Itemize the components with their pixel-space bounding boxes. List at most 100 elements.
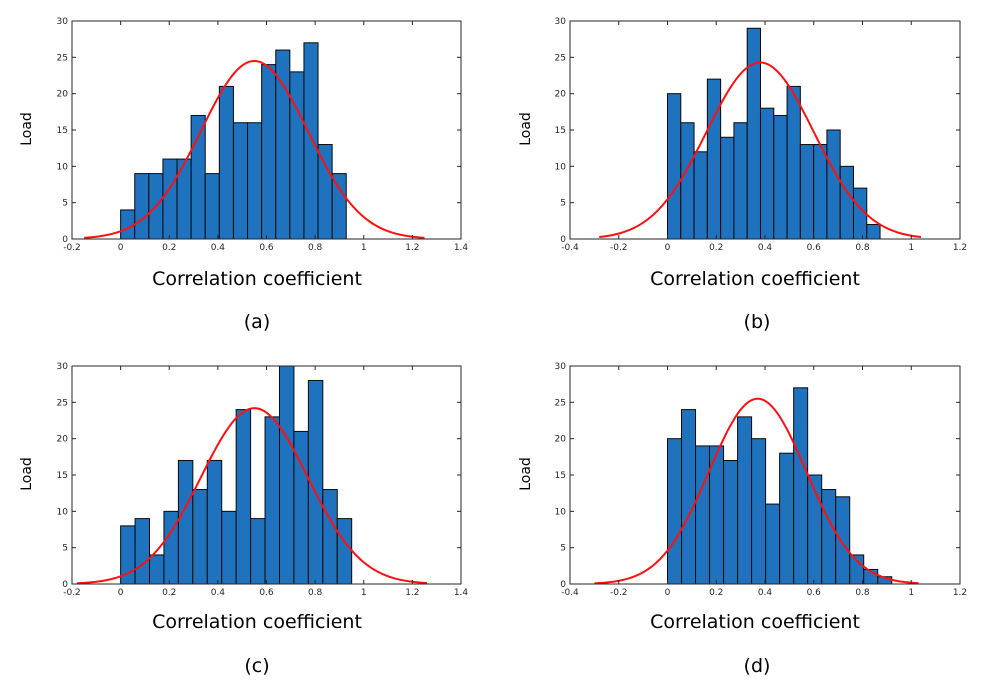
histogram-bar xyxy=(264,416,280,585)
x-axis-label: Correlation coefficient xyxy=(650,268,860,290)
histogram-bar xyxy=(232,122,249,240)
histogram-bar xyxy=(746,27,761,240)
x-tick-label: 0.8 xyxy=(308,243,323,253)
x-tick-label: 1.2 xyxy=(953,588,967,598)
y-axis-label: Load xyxy=(518,457,534,491)
x-tick-label: 0 xyxy=(118,243,124,253)
x-tick-label: -0.2 xyxy=(63,243,81,253)
y-axis-label: Load xyxy=(518,112,534,146)
y-tick-label: 25 xyxy=(57,53,68,63)
normal-fit-curve xyxy=(599,61,922,239)
x-tick-label: 1.2 xyxy=(953,243,967,253)
x-tick-label: 0.4 xyxy=(758,243,773,253)
y-tick-label: 20 xyxy=(57,435,69,445)
x-tick-label: 0.2 xyxy=(709,243,723,253)
histogram-panel-d: Load Correlation coefficient (d) 0510152… xyxy=(518,362,967,677)
y-tick-label: 20 xyxy=(555,435,567,445)
panel-label: (c) xyxy=(244,655,269,677)
histogram-bar xyxy=(134,173,150,240)
x-axis-label: Correlation coefficient xyxy=(152,268,362,290)
y-tick-label: 0 xyxy=(62,580,68,590)
histogram-bar xyxy=(759,107,775,240)
y-axis-label: Load xyxy=(19,112,35,146)
y-tick-label: 0 xyxy=(62,235,68,245)
y-tick-label: 25 xyxy=(555,398,566,408)
histogram-bar xyxy=(278,365,295,585)
x-tick-label: -0.2 xyxy=(610,588,628,598)
histogram-bar xyxy=(835,496,851,585)
histogram-bar xyxy=(667,93,682,240)
normal-fit-curve xyxy=(84,59,425,239)
histogram-bar xyxy=(162,158,178,240)
histogram-bar xyxy=(667,438,683,585)
histogram-bar xyxy=(190,114,206,240)
x-tick-label: 1 xyxy=(361,588,367,598)
histogram-bar xyxy=(149,554,165,585)
y-tick-label: 0 xyxy=(560,580,566,590)
x-tick-label: 0.2 xyxy=(162,243,176,253)
histogram-bar xyxy=(765,503,781,585)
histogram-bar xyxy=(247,122,263,240)
x-tick-label: 0.4 xyxy=(758,588,773,598)
histogram-bar xyxy=(773,114,788,240)
histogram-bar xyxy=(336,518,353,585)
x-tick-label: 0.8 xyxy=(308,588,323,598)
y-tick-label: 20 xyxy=(57,90,69,100)
histogram-bar xyxy=(720,136,735,240)
y-tick-label: 15 xyxy=(57,471,68,481)
y-tick-label: 5 xyxy=(62,199,68,209)
histogram-bar xyxy=(839,165,854,240)
histogram-bar xyxy=(289,71,305,240)
histogram-bar xyxy=(693,151,708,240)
histogram-bar xyxy=(821,489,837,585)
histogram-bar xyxy=(695,445,711,585)
histogram-panel-b: Load Correlation coefficient (b) 0510152… xyxy=(518,17,967,333)
histogram-bar xyxy=(737,416,753,585)
histogram-panel-a: Load Correlation coefficient (a) 0510152… xyxy=(19,17,468,333)
y-tick-label: 20 xyxy=(555,90,567,100)
x-tick-label: 0.6 xyxy=(259,243,274,253)
normal-fit-curve xyxy=(76,407,428,585)
histogram-bar xyxy=(221,510,237,585)
y-tick-label: 5 xyxy=(560,199,566,209)
histogram-bar xyxy=(322,489,338,585)
x-tick-label: 0.8 xyxy=(855,243,870,253)
histogram-bar xyxy=(706,78,722,240)
y-tick-label: 10 xyxy=(57,162,69,172)
y-tick-label: 30 xyxy=(57,362,69,372)
histogram-bar xyxy=(866,223,881,240)
x-tick-label: 1.4 xyxy=(454,588,469,598)
histogram-bar xyxy=(681,409,697,585)
x-tick-label: -0.4 xyxy=(561,588,579,598)
x-tick-label: 1 xyxy=(361,243,367,253)
normal-fit-curve xyxy=(594,397,919,585)
x-axis-label: Correlation coefficient xyxy=(152,611,362,633)
histogram-bar xyxy=(177,459,194,585)
histogram-bar xyxy=(799,144,815,240)
y-tick-label: 30 xyxy=(555,362,567,372)
histogram-bar xyxy=(723,459,739,585)
y-tick-label: 0 xyxy=(560,235,566,245)
x-tick-label: 0.4 xyxy=(211,588,226,598)
histogram-bar xyxy=(733,122,748,240)
histogram-bar xyxy=(826,129,841,240)
histogram-bar xyxy=(120,209,136,240)
panel-label: (b) xyxy=(744,311,771,333)
panel-label: (a) xyxy=(244,311,270,333)
x-tick-label: 0.6 xyxy=(807,243,822,253)
histogram-bar xyxy=(235,409,252,585)
x-tick-label: 0 xyxy=(665,243,671,253)
histogram-bar xyxy=(261,64,277,240)
y-tick-label: 25 xyxy=(555,53,566,63)
histogram-bar xyxy=(680,122,695,240)
x-tick-label: 1.4 xyxy=(454,243,469,253)
x-tick-label: 0.6 xyxy=(807,588,822,598)
histogram-bar xyxy=(751,438,767,585)
x-tick-label: 1 xyxy=(908,243,914,253)
histogram-bar xyxy=(192,489,208,585)
y-tick-label: 30 xyxy=(555,17,567,27)
x-tick-label: -0.2 xyxy=(63,588,81,598)
y-tick-label: 30 xyxy=(57,17,69,27)
histogram-bar xyxy=(331,173,347,240)
